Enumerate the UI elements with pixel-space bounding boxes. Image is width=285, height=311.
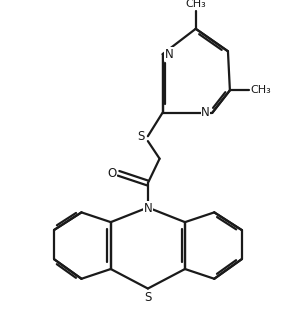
Text: CH₃: CH₃ (251, 85, 272, 95)
Text: N: N (165, 48, 174, 61)
Text: N: N (143, 202, 152, 215)
Text: N: N (201, 106, 210, 119)
Text: S: S (137, 130, 145, 143)
Text: CH₃: CH₃ (185, 0, 206, 9)
Text: O: O (107, 167, 116, 180)
Text: S: S (144, 291, 152, 304)
